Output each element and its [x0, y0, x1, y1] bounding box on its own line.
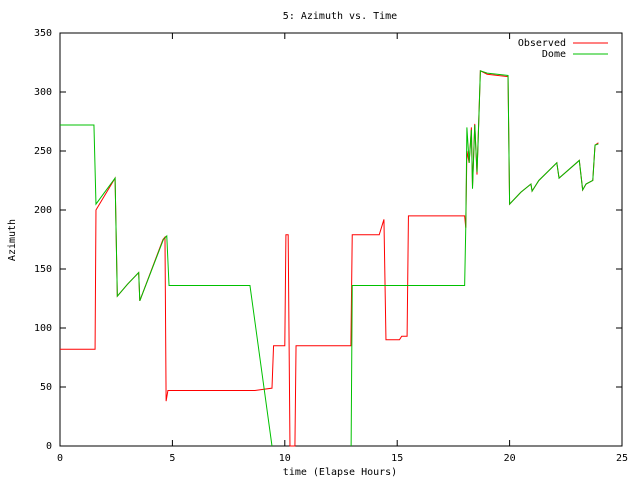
y-tick-label: 0 [46, 441, 52, 452]
y-tick-label: 350 [34, 28, 52, 39]
y-tick-label: 300 [34, 87, 52, 98]
x-tick-label: 25 [616, 453, 628, 464]
legend-label: Dome [542, 49, 566, 60]
legend-label: Observed [518, 38, 566, 49]
y-tick-label: 250 [34, 146, 52, 157]
x-axis-label: time (Elapse Hours) [283, 467, 397, 478]
chart-title: 5: Azimuth vs. Time [283, 11, 397, 22]
data-line [60, 69, 599, 447]
y-tick-label: 150 [34, 264, 52, 275]
y-tick-label: 200 [34, 205, 52, 216]
x-tick-label: 15 [391, 453, 403, 464]
y-tick-label: 50 [40, 382, 52, 393]
y-axis-label: Azimuth [7, 219, 18, 261]
x-tick-label: 10 [279, 453, 291, 464]
x-tick-label: 5 [169, 453, 175, 464]
data-line [60, 70, 599, 447]
x-tick-label: 20 [504, 453, 516, 464]
plot-frame [59, 32, 623, 447]
x-tick-label: 0 [57, 453, 63, 464]
y-tick-label: 100 [34, 323, 52, 334]
